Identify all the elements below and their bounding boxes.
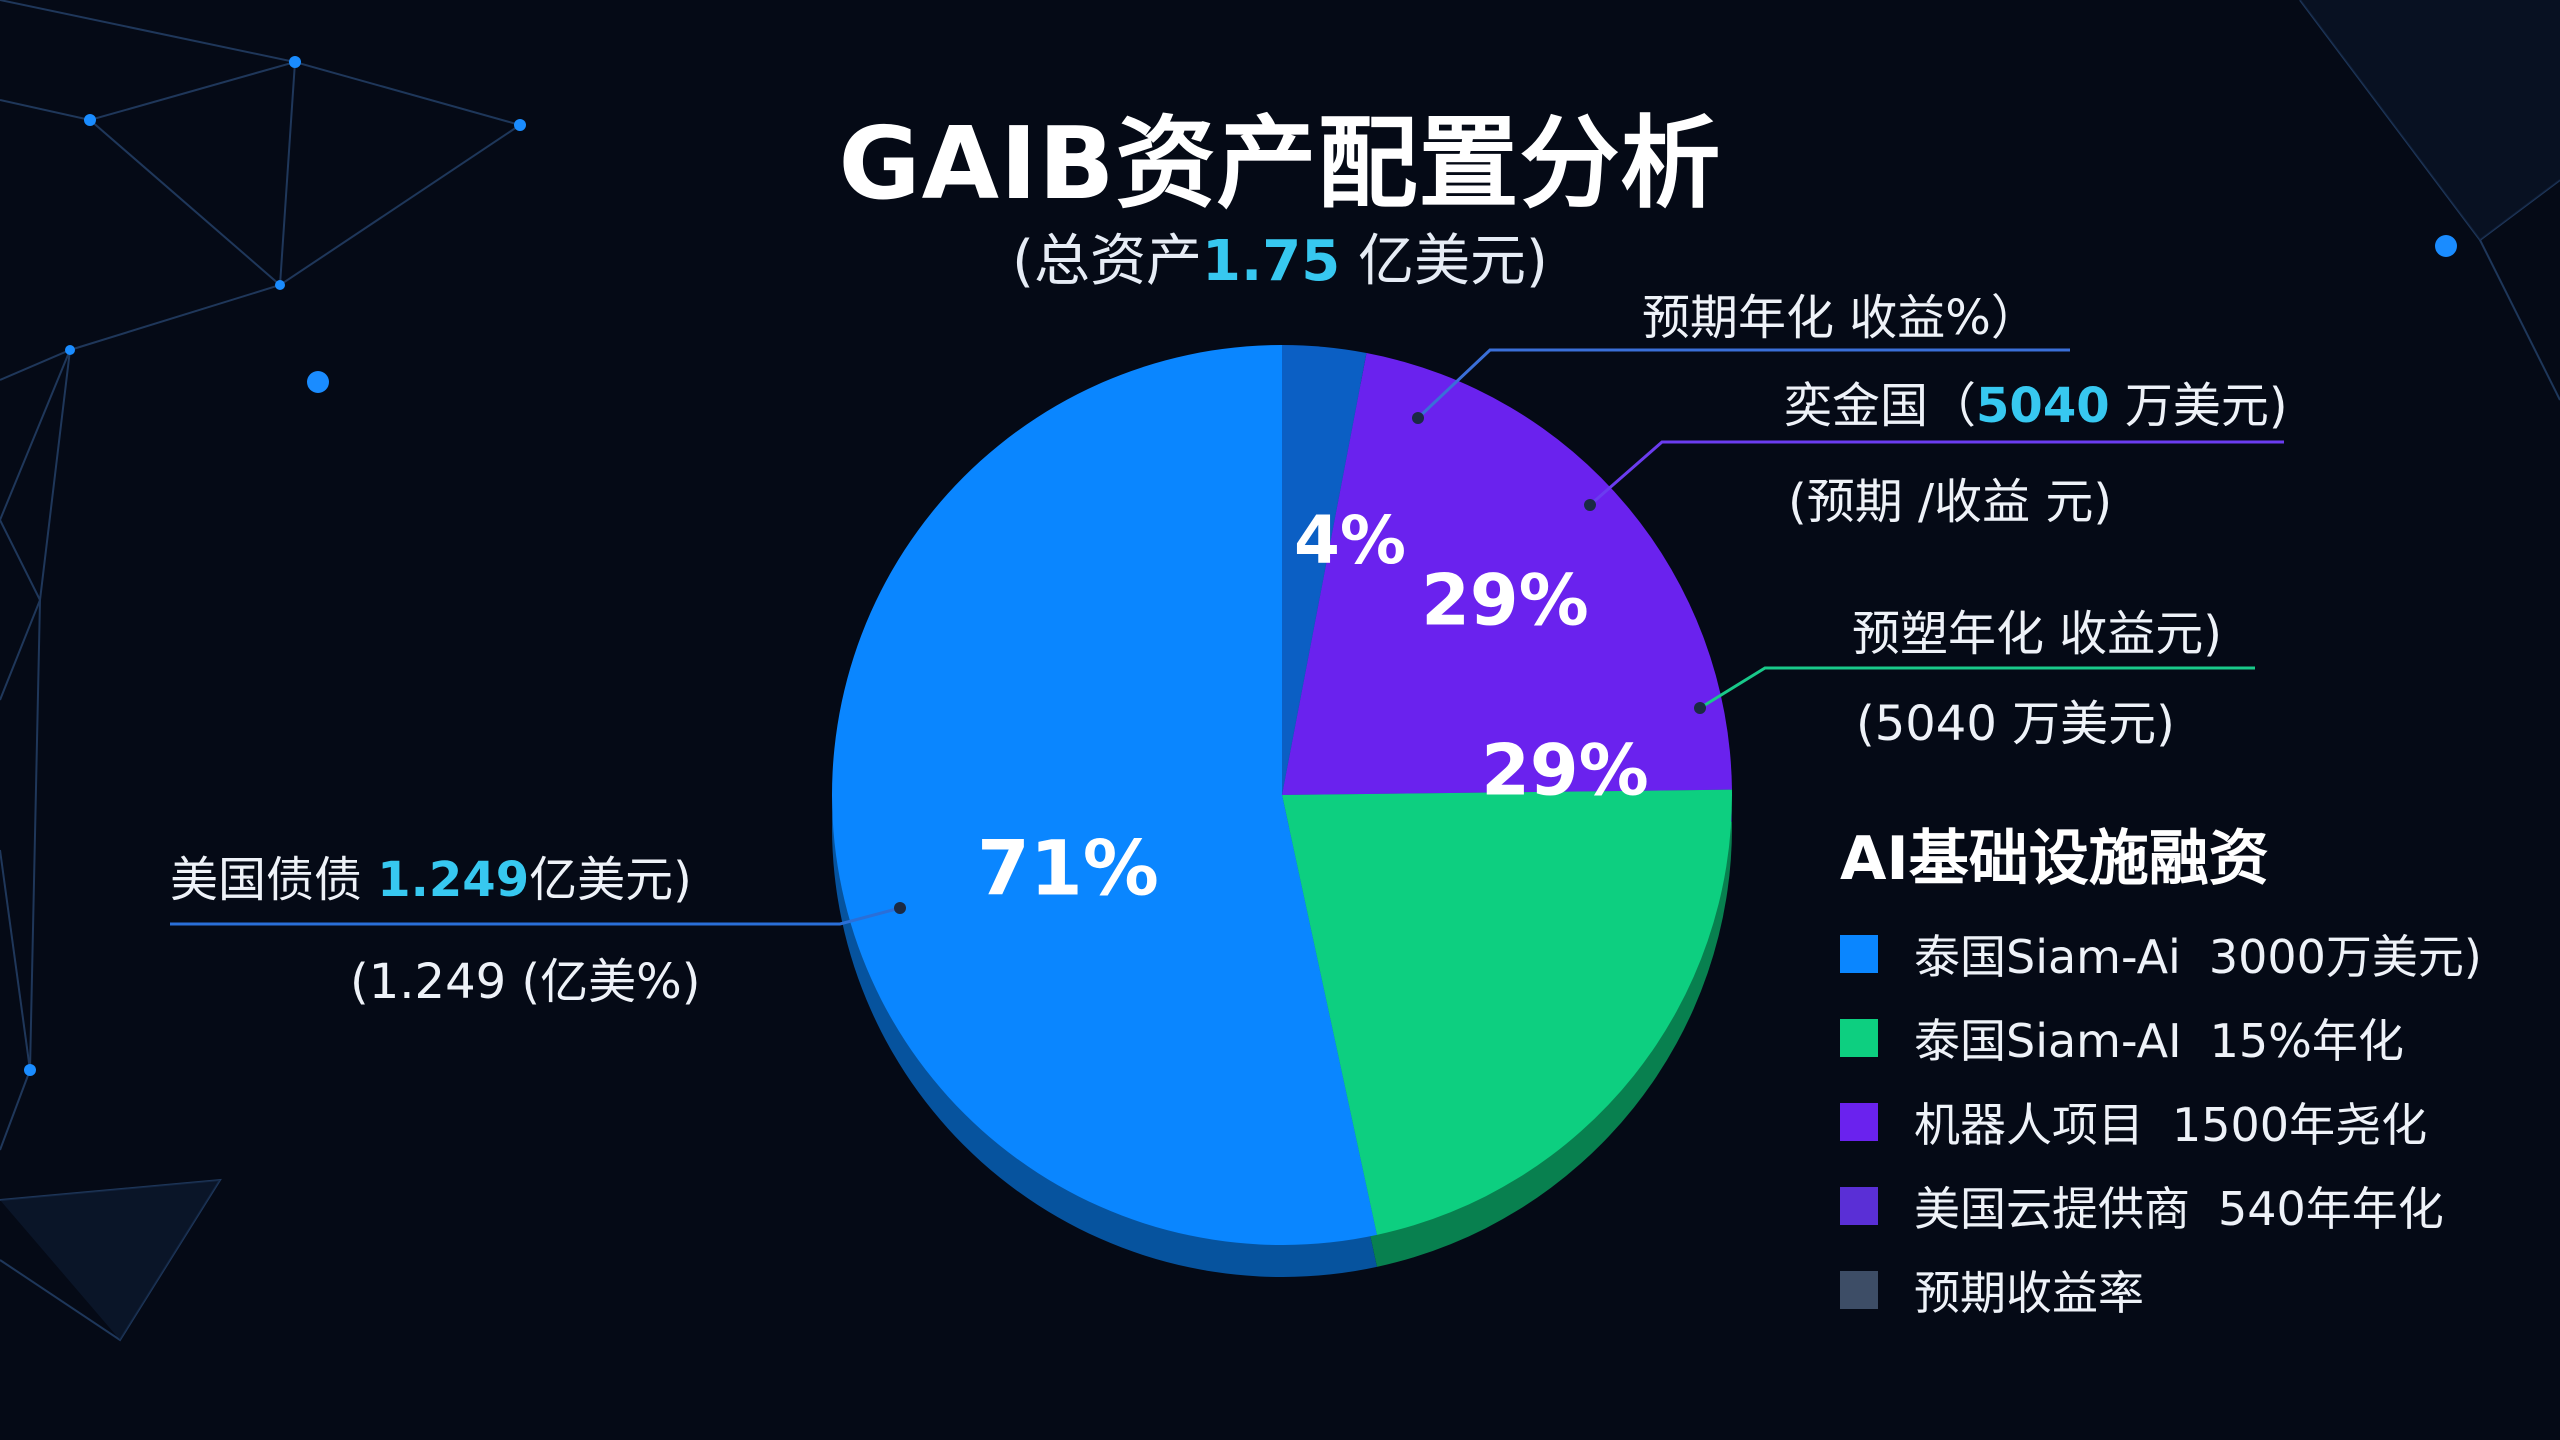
annotation-purple-prefix: 奕金国（ bbox=[1784, 378, 1977, 434]
legend-value: 540年年化 bbox=[2218, 1182, 2444, 1236]
leader-line-top bbox=[1416, 348, 2070, 420]
annotation-top: 预期年化 收益%） bbox=[1642, 278, 2039, 348]
leader-line-green bbox=[1699, 666, 2255, 710]
legend-label: 机器人项目 bbox=[1914, 1098, 2144, 1152]
legend-swatch bbox=[1840, 1103, 1878, 1141]
legend-swatch bbox=[1840, 1271, 1878, 1309]
annotation-purple-suffix: 万美元) bbox=[2109, 378, 2288, 434]
pie-slice-1 bbox=[1282, 353, 1732, 795]
legend-item: 机器人项目 1500年尧化 bbox=[1840, 1080, 2482, 1164]
legend-title: AI基础设施融资 bbox=[1840, 824, 2269, 894]
annotation-top-line1: 预期年化 收益%） bbox=[1642, 290, 2039, 346]
annotation-green-line1: 预塑年化 收益元) bbox=[1852, 606, 2222, 662]
legend-value: 15%年化 bbox=[2209, 1014, 2404, 1068]
annotation-left-line2: (1.249 (亿美%) bbox=[350, 954, 701, 1010]
pie-labels: 4%29%29%71% bbox=[977, 502, 1649, 913]
annotation-left-suffix: 亿美元) bbox=[529, 852, 692, 908]
legend-label: 美国云提供商 bbox=[1914, 1182, 2190, 1236]
slice-label-1: 29% bbox=[1421, 560, 1589, 642]
legend: 泰国Siam-Ai 3000万美元) 泰国Siam-AI 15%年化 机器人项目… bbox=[1840, 912, 2482, 1332]
pie-slices bbox=[832, 345, 1732, 1245]
chart-subtitle: (总资产1.75 亿美元) bbox=[0, 216, 2560, 297]
legend-swatch bbox=[1840, 1187, 1878, 1225]
leader-line-left bbox=[170, 906, 901, 926]
annotation-green-line2: (5040 万美元) bbox=[1856, 696, 2175, 752]
annotation-left-line1: 美国债债 1.249亿美元) bbox=[170, 840, 692, 910]
legend-label: 泰国Siam-Ai bbox=[1914, 930, 2181, 984]
leader-line-left-dot bbox=[894, 902, 906, 914]
chart-title: GAIB资产配置分析 bbox=[838, 105, 1722, 222]
subtitle-suffix: 亿美元) bbox=[1340, 229, 1548, 294]
slice-label-0: 4% bbox=[1294, 502, 1406, 579]
legend-value: 3000万美元) bbox=[2208, 930, 2482, 984]
annotation-purple-value: 5040 bbox=[1976, 378, 2110, 434]
leader-line-green-dot bbox=[1694, 702, 1706, 714]
legend-item: 预期收益率 bbox=[1840, 1248, 2482, 1332]
pie-slice-2 bbox=[1282, 789, 1732, 1235]
leader-line-purple-dot bbox=[1584, 499, 1596, 511]
legend-item: 泰国Siam-Ai 3000万美元) bbox=[1840, 912, 2482, 996]
legend-label: 预期收益率 bbox=[1914, 1266, 2144, 1320]
legend-value: 1500年尧化 bbox=[2172, 1098, 2428, 1152]
annotation-left-prefix: 美国债债 bbox=[170, 852, 378, 908]
legend-item: 美国云提供商 540年年化 bbox=[1840, 1164, 2482, 1248]
subtitle-prefix: (总资产 bbox=[1012, 229, 1203, 294]
slice-label-2: 29% bbox=[1481, 730, 1649, 812]
leader-line-top-dot bbox=[1412, 412, 1424, 424]
annotation-purple-line1: 奕金国（5040 万美元) bbox=[1784, 366, 2288, 436]
total-assets-value: 1.75 bbox=[1202, 229, 1341, 294]
legend-swatch bbox=[1840, 1019, 1878, 1057]
legend-item: 泰国Siam-AI 15%年化 bbox=[1840, 996, 2482, 1080]
slice-label-3: 71% bbox=[977, 824, 1159, 913]
pie-slice-3 bbox=[832, 345, 1377, 1245]
pie-slice-0 bbox=[1282, 345, 1367, 795]
leader-lines bbox=[170, 348, 2284, 926]
annotation-left-value: 1.249 bbox=[377, 852, 530, 908]
annotation-purple-line2: (预期 /收益 元) bbox=[1788, 474, 2113, 530]
legend-swatch bbox=[1840, 935, 1878, 973]
legend-label: 泰国Siam-AI bbox=[1914, 1014, 2182, 1068]
leader-line-purple bbox=[1589, 440, 2284, 507]
